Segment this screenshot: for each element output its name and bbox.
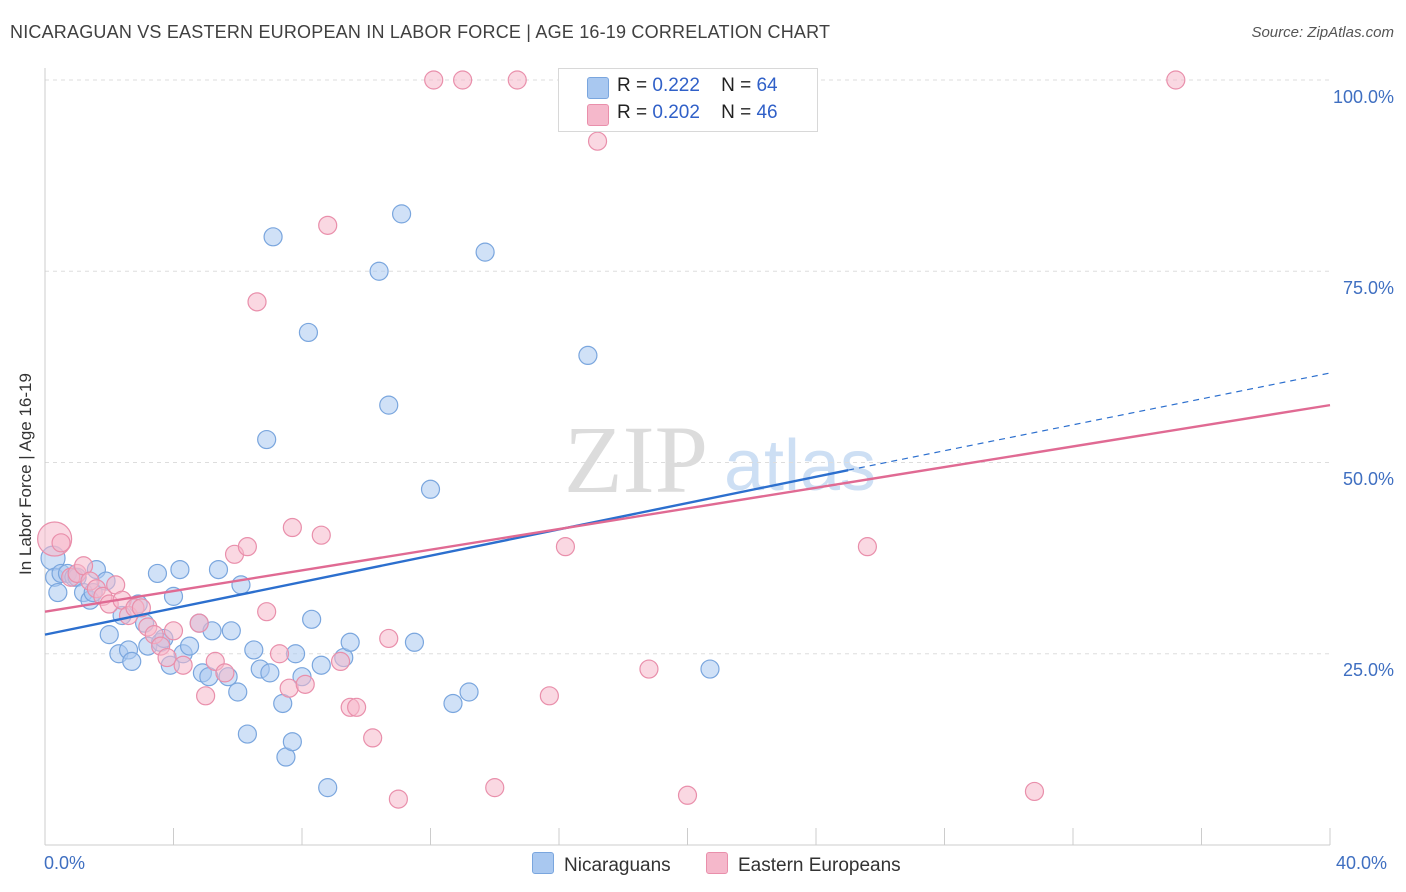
eastern-european-point xyxy=(215,663,235,683)
eastern-european-point xyxy=(257,602,277,622)
nicaraguan-point xyxy=(170,559,190,580)
legend-n-label: N = xyxy=(721,75,752,96)
eastern-european-point xyxy=(677,785,698,805)
legend-r-value: 0.202 xyxy=(652,102,700,123)
nicaraguan-point xyxy=(340,632,360,652)
nicaraguan-point xyxy=(404,632,425,652)
y-tick-label-50: 50.0% xyxy=(1342,469,1394,489)
bottom-legend-swatch-blue xyxy=(532,852,554,874)
nicaraguan-point xyxy=(99,625,119,645)
nicaraguan-point xyxy=(420,479,441,499)
eastern-european-point xyxy=(237,537,257,557)
eastern-european-point xyxy=(51,533,71,553)
eastern-european-point xyxy=(379,628,399,649)
nicaraguan-trendline-extension xyxy=(848,372,1331,471)
eastern-european-point xyxy=(295,674,315,694)
nicaraguan-point xyxy=(311,655,331,675)
y-tick-label-25: 25.0% xyxy=(1342,660,1394,680)
chart-title: NICARAGUAN VS EASTERN EUROPEAN IN LABOR … xyxy=(10,22,831,42)
eastern-european-point xyxy=(318,215,338,235)
eastern-european-point xyxy=(330,651,351,672)
legend-n-value: 64 xyxy=(756,75,778,96)
nicaraguan-point xyxy=(391,204,412,224)
eastern-european-point xyxy=(1166,70,1186,90)
nicaraguan-point xyxy=(475,242,495,262)
eastern-european-point xyxy=(453,70,473,90)
eastern-european-point xyxy=(157,647,177,668)
bottom-legend-label: Nicaraguans xyxy=(564,855,671,876)
eastern-european-point xyxy=(173,655,193,675)
nicaraguan-point xyxy=(179,636,200,656)
legend-r-label: R = xyxy=(617,75,648,96)
eastern-european-point xyxy=(282,517,302,538)
nicaraguan-point xyxy=(257,429,277,450)
source-label: Source: ZipAtlas.com xyxy=(1251,24,1394,41)
eastern-european-point xyxy=(1024,781,1045,802)
eastern-european-point xyxy=(247,292,267,312)
eastern-european-point xyxy=(555,537,576,557)
eastern-european-point xyxy=(311,525,331,545)
eastern-european-point xyxy=(363,728,383,748)
nicaraguan-point xyxy=(298,322,319,343)
nicaraguan-point xyxy=(302,609,322,629)
nicaraguan-point xyxy=(244,640,264,660)
legend-n-label: N = xyxy=(721,102,752,123)
nicaraguan-point xyxy=(228,682,248,702)
eastern-european-point xyxy=(424,70,444,90)
nicaraguan-point xyxy=(379,395,399,415)
legend-n-value: 46 xyxy=(756,102,778,123)
watermark-zip: ZIP xyxy=(564,406,708,513)
nicaraguan-point xyxy=(221,621,241,641)
legend-swatch-blue xyxy=(587,77,609,99)
nicaraguan-point xyxy=(700,659,720,679)
legend-r-value: 0.222 xyxy=(652,75,700,96)
eastern-european-point xyxy=(163,621,184,641)
watermark-atlas: atlas xyxy=(724,426,876,506)
bottom-legend-swatch-pink xyxy=(706,852,728,874)
nicaraguan-point xyxy=(147,563,168,584)
x-tick-label-max: 40.0% xyxy=(1336,853,1388,873)
eastern-european-point xyxy=(196,686,216,706)
eastern-european-point xyxy=(539,686,559,706)
nicaraguan-point xyxy=(318,778,338,798)
bottom-legend-nicaraguans: Nicaraguans xyxy=(532,852,671,877)
nicaraguan-point xyxy=(237,724,257,744)
eastern-european-point xyxy=(639,659,659,679)
nicaraguan-point xyxy=(369,261,389,281)
y-tick-label-75: 75.0% xyxy=(1342,278,1394,298)
eastern-european-point xyxy=(507,70,527,90)
x-tick-label-min: 0.0% xyxy=(44,853,86,873)
eastern-european-point xyxy=(388,789,408,809)
eastern-european-point xyxy=(485,778,505,798)
nicaraguan-point xyxy=(260,663,280,683)
nicaraguan-point xyxy=(285,644,306,664)
eastern-european-point xyxy=(347,697,367,717)
bottom-legend-label: Eastern Europeans xyxy=(738,855,901,876)
nicaraguan-point xyxy=(578,345,598,365)
nicaraguan-point xyxy=(459,682,479,702)
nicaraguan-trendline xyxy=(44,468,849,636)
nicaraguan-point xyxy=(122,651,142,672)
eastern-european-point xyxy=(131,598,151,618)
eastern-european-point xyxy=(189,613,209,633)
eastern-european-point xyxy=(587,131,608,151)
eastern-european-point xyxy=(269,644,290,664)
nicaraguan-point xyxy=(443,693,463,714)
legend-swatch-pink xyxy=(587,104,609,126)
y-tick-label-100: 100.0% xyxy=(1332,87,1394,107)
nicaraguan-point xyxy=(208,559,229,580)
nicaraguan-point xyxy=(48,582,68,603)
nicaraguan-point xyxy=(282,732,302,752)
legend: R = 0.222 N = 64 R = 0.202 N = 46 xyxy=(558,68,818,132)
nicaraguan-point xyxy=(263,227,283,247)
eastern-european-point xyxy=(279,678,299,698)
bottom-legend-eastern-europeans: Eastern Europeans xyxy=(706,852,901,877)
legend-r-label: R = xyxy=(617,102,648,123)
eastern-european-trendline xyxy=(44,403,1331,613)
eastern-european-point xyxy=(857,537,878,557)
